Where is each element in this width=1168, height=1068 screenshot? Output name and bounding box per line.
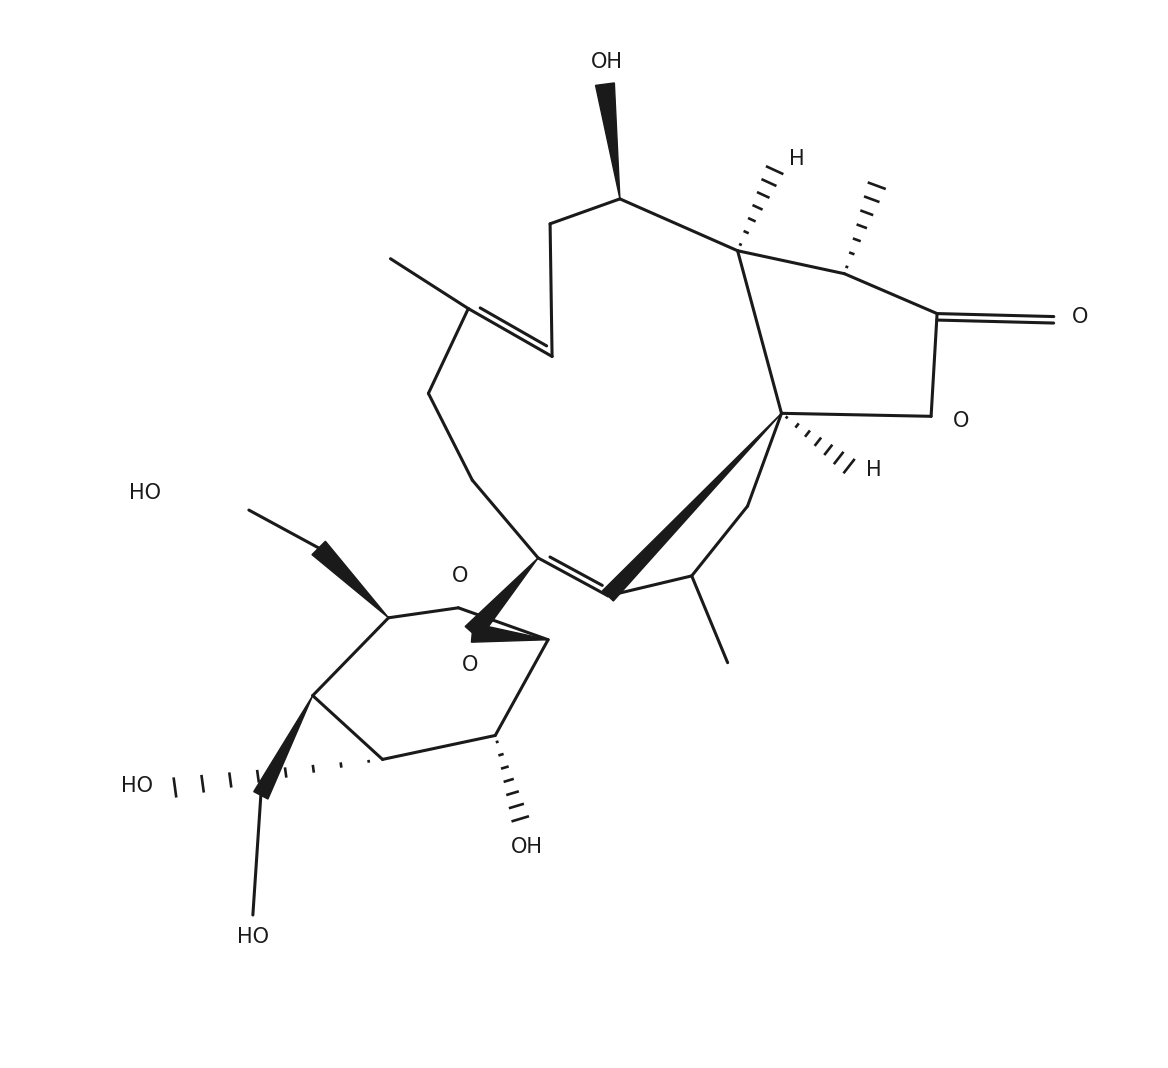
Polygon shape (312, 541, 389, 617)
Polygon shape (603, 413, 781, 601)
Text: OH: OH (591, 52, 623, 73)
Text: H: H (867, 460, 882, 481)
Text: O: O (953, 411, 969, 431)
Polygon shape (253, 695, 313, 799)
Text: O: O (1072, 307, 1089, 327)
Text: HO: HO (237, 927, 269, 947)
Text: OH: OH (512, 837, 543, 858)
Polygon shape (596, 83, 620, 199)
Text: HO: HO (121, 776, 153, 797)
Polygon shape (465, 557, 538, 639)
Text: H: H (790, 148, 805, 169)
Text: HO: HO (130, 483, 161, 503)
Text: O: O (463, 655, 479, 675)
Text: O: O (452, 566, 468, 586)
Polygon shape (472, 624, 548, 642)
